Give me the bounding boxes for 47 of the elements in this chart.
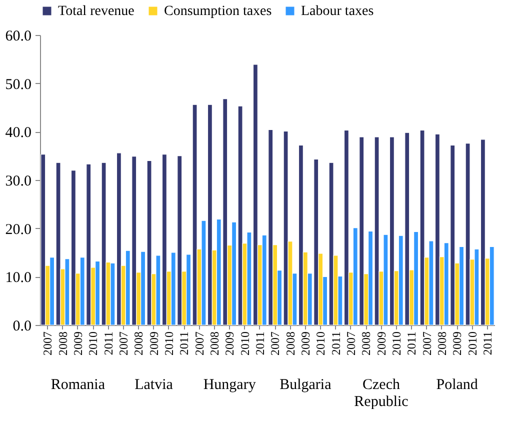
x-tick-label: 2011: [404, 332, 419, 356]
x-tick-label: 2010: [389, 332, 404, 356]
x-tick-label: 2010: [86, 332, 100, 356]
x-tick-label: 2008: [132, 332, 146, 356]
text: Bulgaria: [280, 377, 332, 393]
bar: [40, 154, 46, 326]
y-tick-label: 50.0: [5, 76, 32, 93]
x-tick-label: 2011: [328, 332, 343, 356]
text: Poland: [436, 377, 478, 393]
x-tick-label: 2011: [177, 332, 192, 356]
x-tick-label: 2011: [252, 332, 267, 356]
x-tick-label: 2008: [56, 332, 70, 356]
y-tick-label: 30.0: [5, 174, 32, 190]
y-tick-label: 10.0: [5, 270, 32, 286]
y-tick-label: 20.0: [5, 222, 32, 238]
legend-label: Labour taxes: [301, 4, 374, 19]
text: Hungary: [203, 377, 256, 393]
x-tick-label: 2010: [162, 332, 176, 356]
x-tick-label: 2007: [344, 332, 358, 356]
x-tick-label: 2007: [192, 332, 206, 356]
legend-label: Consumption taxes: [164, 4, 272, 19]
x-tick-label: 2009: [70, 332, 85, 356]
x-tick-label: 2009: [298, 332, 312, 356]
x-tick-label: 2008: [434, 332, 449, 356]
x-tick-label: 2009: [146, 332, 161, 356]
x-tick-label: 2010: [465, 332, 480, 356]
x-tick-label: 2009: [222, 332, 237, 356]
x-tick-label: 2008: [283, 332, 298, 356]
x-tick-label: 2011: [101, 332, 116, 356]
x-tick-label: 2007: [116, 332, 130, 356]
x-tick-label: 2008: [207, 332, 222, 356]
text: Czech Republic: [354, 377, 409, 410]
x-tick-label: 2008: [359, 332, 374, 356]
x-tick-label: 2009: [374, 332, 388, 356]
text: Romania: [50, 377, 106, 393]
x-tick-label: 2011: [480, 332, 494, 356]
y-tick-label: 0.0: [12, 318, 32, 334]
x-tick-label: 2007: [420, 332, 434, 356]
x-tick-label: 2007: [40, 332, 55, 356]
y-tick-label: 60.0: [5, 28, 32, 44]
x-tick-label: 2007: [268, 332, 282, 356]
legend-label: Total revenue: [58, 4, 134, 19]
x-tick-label: 2010: [314, 332, 328, 356]
text: Latvia: [134, 377, 174, 393]
y-tick-label: 40.0: [5, 125, 32, 142]
x-tick-label: 2009: [450, 332, 464, 356]
x-tick-label: 2010: [238, 332, 252, 356]
